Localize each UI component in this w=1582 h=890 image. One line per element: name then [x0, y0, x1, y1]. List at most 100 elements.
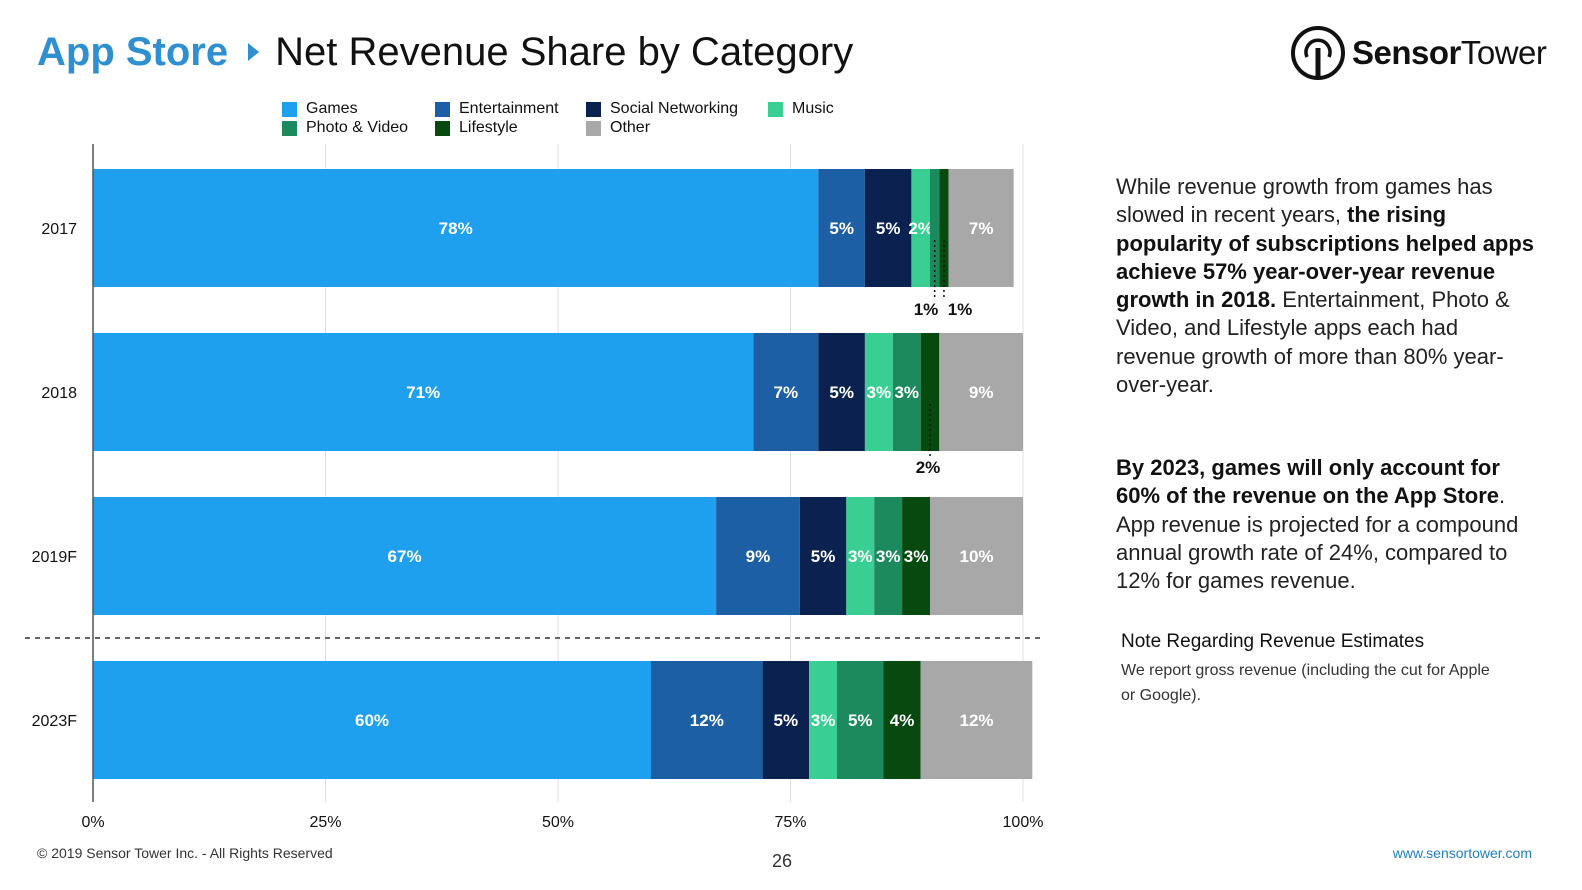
bar-segment-other	[939, 333, 1023, 451]
logo-wordmark: SensorTower	[1352, 34, 1547, 72]
bar-segment-lifestyle	[883, 661, 921, 779]
legend-label: Photo & Video	[306, 119, 409, 136]
data-label-outside: 2%	[916, 458, 941, 477]
bar-segment-entertainment	[753, 333, 819, 451]
insight-1-tail: Entertainment, Photo & Video, and Lifest…	[1116, 287, 1510, 398]
legend-item-games: Games	[282, 100, 358, 118]
website-link[interactable]: www.sensortower.com	[1392, 845, 1532, 861]
legend-label: Other	[610, 119, 651, 136]
legend-label: Music	[792, 100, 834, 117]
data-label: 3%	[904, 547, 929, 566]
x-tick-label: 25%	[309, 814, 341, 831]
legend-swatch	[282, 101, 297, 117]
legend-label: Entertainment	[459, 100, 559, 117]
bar-segment-entertainment	[651, 661, 763, 779]
data-label: 4%	[890, 711, 915, 730]
bar-segment-entertainment	[716, 497, 800, 615]
data-label: 67%	[388, 547, 422, 566]
legend-label: Lifestyle	[459, 119, 518, 136]
bar-segment-games	[93, 169, 819, 287]
bar-segment-social-networking	[799, 497, 847, 615]
legend-item-entertainment: Entertainment	[435, 100, 559, 118]
data-label: 5%	[829, 383, 854, 402]
bar-segment-photo-and-video	[874, 497, 903, 615]
bar-segment-photo-and-video	[892, 333, 921, 451]
data-label: 60%	[355, 711, 389, 730]
data-label: 10%	[959, 547, 993, 566]
data-label: 5%	[829, 219, 854, 238]
data-label: 71%	[406, 383, 440, 402]
title-text: Net Revenue Share by Category	[275, 29, 854, 74]
bar-segment-music	[846, 497, 875, 615]
y-tick-label: 2018	[41, 385, 77, 402]
bar-segment-other	[948, 169, 1014, 287]
note-body: We report gross revenue (including the c…	[1121, 662, 1490, 704]
legend-swatch	[768, 101, 783, 117]
insight-1-highlight: the rising popularity of subscriptions h…	[1116, 202, 1535, 313]
data-label: 9%	[746, 547, 771, 566]
copyright: © 2019 Sensor Tower Inc. - All Rights Re…	[37, 845, 333, 861]
y-tick-label: 2017	[41, 221, 77, 238]
legend-swatch	[282, 120, 297, 136]
data-label: 3%	[811, 711, 836, 730]
bar-segment-games	[93, 497, 717, 615]
data-label: 78%	[439, 219, 473, 238]
bar-segment-games	[93, 333, 754, 451]
insight-paragraph-1: While revenue growth from games has slow…	[1116, 173, 1536, 399]
data-label: 12%	[690, 711, 724, 730]
bar-segment-games	[93, 661, 651, 779]
bar-segment-lifestyle	[902, 497, 930, 615]
bar-segment-social-networking	[818, 333, 865, 451]
bar-segment-music	[911, 169, 930, 287]
data-label: 7%	[969, 219, 994, 238]
y-tick-label: 2023F	[32, 713, 78, 730]
revenue-share-chart: 2017 78% 5% 5% 2% 7%2018 71% 7% 5% 3% 3% 9%2019F 67%…	[25, 144, 1045, 831]
bar-segment-photo-and-video	[837, 661, 884, 779]
legend-label: Games	[306, 100, 358, 117]
data-label: 5%	[876, 219, 901, 238]
legend-swatch	[435, 120, 450, 136]
y-tick-label: 2019F	[32, 549, 78, 566]
chevron-right-icon	[248, 43, 260, 61]
sensor-tower-logo: SensorTower	[1290, 24, 1547, 82]
chart-legend: Games Entertainment Social Networking Music…	[282, 100, 882, 140]
data-label: 2%	[908, 219, 933, 238]
x-tick-label: 50%	[542, 814, 574, 831]
data-label: 5%	[774, 711, 799, 730]
page-number: 26	[772, 851, 793, 871]
legend-item-photo-and-video: Photo & Video	[282, 119, 408, 137]
data-label: 5%	[811, 547, 836, 566]
bar-segment-music	[809, 661, 837, 779]
data-label: 3%	[867, 383, 892, 402]
insight-1-intro: While revenue growth from games has slow…	[1116, 174, 1493, 228]
bar-segment-other	[930, 497, 1023, 615]
bar-segment-photo-and-video	[930, 169, 940, 287]
logo-word-bold: Sensor	[1352, 34, 1461, 71]
bar-segment-entertainment	[818, 169, 865, 287]
bar-segment-social-networking	[864, 169, 912, 287]
x-tick-label: 100%	[1003, 814, 1044, 831]
data-label: 3%	[848, 547, 873, 566]
data-label: 12%	[959, 711, 993, 730]
bar-segment-lifestyle	[920, 333, 940, 451]
data-label: 5%	[848, 711, 873, 730]
insight-2-tail: . App revenue is projected for a compoun…	[1116, 483, 1519, 594]
insight-paragraph-2: By 2023, games will only account for 60%…	[1116, 454, 1536, 595]
bar-segment-social-networking	[762, 661, 810, 779]
bar-segment-other	[920, 661, 1033, 779]
title-store-name: App Store	[37, 29, 229, 74]
bar-segment-lifestyle	[939, 169, 949, 287]
legend-item-lifestyle: Lifestyle	[435, 119, 518, 137]
legend-swatch	[586, 120, 601, 136]
x-tick-label: 0%	[81, 814, 104, 831]
data-label-outside: 1%	[914, 300, 939, 319]
insight-2-highlight: By 2023, games will only account for 60%…	[1116, 455, 1500, 509]
legend-item-music: Music	[768, 100, 834, 118]
data-label: 3%	[894, 383, 919, 402]
legend-item-other: Other	[586, 119, 650, 137]
page-title: App Store Net Revenue Share by Category	[37, 26, 853, 78]
note-title: Note Regarding Revenue Estimates	[1121, 631, 1425, 652]
sensor-tower-logo-icon	[1291, 26, 1345, 80]
data-label-outside: 1%	[948, 300, 973, 319]
legend-item-social-networking: Social Networking	[586, 100, 738, 118]
